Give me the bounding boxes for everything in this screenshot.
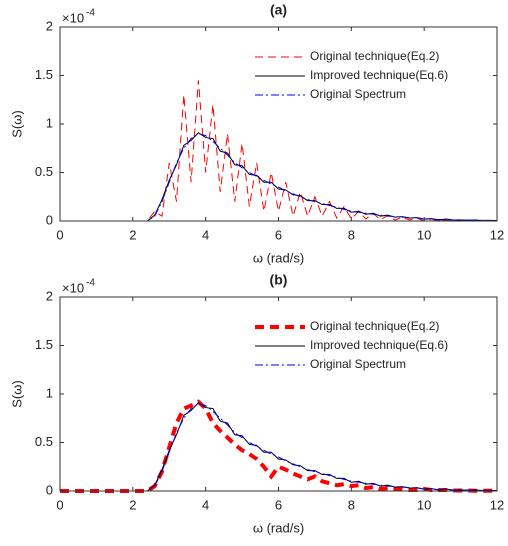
axes-box — [59, 26, 498, 222]
y-scale-label: ×10 — [62, 10, 84, 25]
axes-box — [59, 296, 498, 492]
y-axis-label: S(ω) — [9, 110, 24, 137]
y-tick-label: 1 — [46, 385, 53, 400]
y-tick-label: 1 — [46, 115, 53, 130]
legend-label: Original Spectrum — [310, 87, 406, 101]
x-tick-label: 0 — [56, 497, 63, 512]
x-tick-label: 8 — [348, 497, 355, 512]
legend-label: Original technique(Eq.2) — [310, 49, 439, 63]
x-tick-label: 12 — [490, 227, 504, 242]
y-tick-label: 0 — [46, 482, 53, 497]
y-tick-label: 2 — [46, 18, 53, 33]
y-tick-label: 0.5 — [35, 434, 53, 449]
x-tick-label: 2 — [129, 497, 136, 512]
x-tick-label: 10 — [417, 497, 431, 512]
x-tick-label: 4 — [202, 497, 209, 512]
y-scale-label: ×10 — [62, 280, 84, 295]
x-tick-label: 10 — [417, 227, 431, 242]
y-scale-exponent: -4 — [86, 8, 95, 19]
x-tick-label: 6 — [275, 227, 282, 242]
y-scale-exponent: -4 — [86, 278, 95, 289]
series-line — [60, 403, 498, 492]
chart-title: (a) — [270, 2, 287, 18]
legend-label: Improved technique(Eq.6) — [310, 68, 448, 82]
y-tick-label: 0.5 — [35, 164, 53, 179]
y-tick-label: 1.5 — [35, 67, 53, 82]
x-tick-label: 8 — [348, 227, 355, 242]
chart-title: (b) — [270, 272, 288, 288]
y-axis-label: S(ω) — [9, 380, 24, 407]
x-tick-label: 6 — [275, 497, 282, 512]
y-tick-label: 2 — [46, 288, 53, 303]
series-line — [60, 133, 498, 222]
x-axis-label: ω (rad/s) — [253, 520, 304, 535]
y-tick-label: 0 — [46, 212, 53, 227]
x-tick-label: 2 — [129, 227, 136, 242]
legend-label: Original technique(Eq.2) — [310, 319, 439, 333]
legend-label: Original Spectrum — [310, 357, 406, 371]
x-tick-label: 4 — [202, 227, 209, 242]
x-tick-label: 12 — [490, 497, 504, 512]
x-axis-label: ω (rad/s) — [253, 250, 304, 265]
y-tick-label: 1.5 — [35, 337, 53, 352]
x-tick-label: 0 — [56, 227, 63, 242]
legend-label: Improved technique(Eq.6) — [310, 338, 448, 352]
